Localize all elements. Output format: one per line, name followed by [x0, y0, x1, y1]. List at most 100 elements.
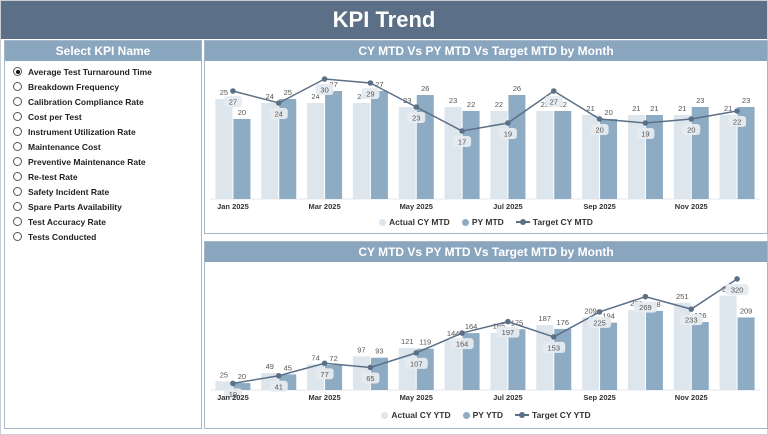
- target-point: [459, 128, 465, 134]
- radio-icon[interactable]: [13, 112, 22, 121]
- kpi-option[interactable]: Re-test Rate: [13, 169, 201, 184]
- radio-icon[interactable]: [13, 157, 22, 166]
- legend-swatch: [379, 218, 387, 226]
- x-tick-label: Nov 2025: [675, 393, 708, 402]
- x-tick-label: Sep 2025: [583, 202, 616, 211]
- data-label-target: 22: [733, 118, 741, 127]
- target-point: [321, 76, 328, 82]
- kpi-option-label: Average Test Turnaround Time: [28, 66, 152, 77]
- target-point: [596, 116, 603, 122]
- data-label-target: 41: [275, 382, 283, 391]
- bar-py: [600, 322, 618, 390]
- target-label-bg: [269, 108, 288, 119]
- bar-actual: [673, 115, 691, 199]
- data-label-target: 225: [593, 318, 606, 327]
- kpi-option[interactable]: Test Accuracy Rate: [13, 214, 201, 229]
- target-label-bg: [590, 124, 609, 135]
- target-point: [642, 120, 649, 126]
- kpi-list: Average Test Turnaround Time Breakdown Fr…: [5, 61, 201, 244]
- target-line: [232, 78, 738, 132]
- legend-label: Actual CY YTD: [391, 410, 451, 420]
- data-label-py: 45: [284, 363, 292, 372]
- ytd-chart-title: CY MTD Vs PY MTD Vs Target MTD by Month: [205, 242, 767, 262]
- target-label-bg: [633, 301, 657, 313]
- bar-py: [554, 111, 572, 199]
- target-point: [688, 116, 695, 122]
- target-point: [230, 380, 236, 387]
- kpi-option[interactable]: Spare Parts Availability: [13, 199, 201, 214]
- kpi-option-label: Calibration Compliance Rate: [28, 96, 144, 107]
- legend-target-cy-ytd: Target CY YTD: [515, 410, 591, 420]
- kpi-option[interactable]: Tests Conducted: [13, 229, 201, 244]
- kpi-option-label: Tests Conducted: [28, 231, 97, 242]
- bar-py: [691, 321, 709, 390]
- data-label-py: 27: [329, 80, 337, 89]
- data-label-py: 20: [604, 108, 612, 117]
- data-label-target: 153: [547, 343, 560, 352]
- kpi-option[interactable]: Instrument Utilization Rate: [13, 124, 201, 139]
- radio-icon[interactable]: [13, 202, 22, 211]
- data-label-target: 65: [366, 374, 374, 383]
- kpi-option[interactable]: Average Test Turnaround Time: [13, 64, 201, 79]
- legend-label: Target CY YTD: [532, 410, 591, 420]
- x-tick-label: Mar 2025: [309, 202, 341, 211]
- kpi-option[interactable]: Preventive Maintenance Rate: [13, 154, 201, 169]
- data-label-target: 27: [550, 98, 558, 107]
- radio-icon[interactable]: [13, 82, 22, 91]
- mtd-legend: Actual CY MTD PY MTD Target CY MTD: [205, 217, 767, 227]
- radio-icon[interactable]: [13, 97, 22, 106]
- radio-icon[interactable]: [13, 232, 22, 241]
- kpi-option-label: Maintenance Cost: [28, 141, 101, 152]
- bar-actual: [536, 325, 554, 390]
- kpi-option[interactable]: Maintenance Cost: [13, 139, 201, 154]
- target-label-bg: [315, 368, 334, 380]
- legend-swatch: [381, 411, 389, 419]
- legend-label: PY MTD: [471, 217, 504, 227]
- bar-actual: [627, 310, 645, 390]
- kpi-option-label: Test Accuracy Rate: [28, 216, 106, 227]
- kpi-option[interactable]: Safety Incident Rate: [13, 184, 201, 199]
- data-label-py: 23: [742, 96, 750, 105]
- radio-icon[interactable]: [13, 127, 22, 136]
- target-point: [688, 306, 695, 312]
- kpi-option[interactable]: Cost per Test: [13, 109, 201, 124]
- target-label-bg: [544, 96, 563, 107]
- ytd-chart-panel: CY MTD Vs PY MTD Vs Target MTD by Month …: [204, 241, 768, 429]
- bar-py: [508, 329, 526, 390]
- bar-py: [370, 91, 388, 199]
- legend-swatch: [462, 411, 470, 419]
- bar-actual: [490, 332, 508, 390]
- radio-icon[interactable]: [13, 172, 22, 181]
- bar-py: [325, 91, 343, 199]
- bar-actual: [582, 317, 600, 390]
- kpi-selector-panel: Select KPI Name Average Test Turnaround …: [4, 40, 202, 429]
- kpi-option-label: Instrument Utilization Rate: [28, 126, 136, 137]
- kpi-option[interactable]: Calibration Compliance Rate: [13, 94, 201, 109]
- target-label-bg: [269, 380, 288, 392]
- x-tick-label: Sep 2025: [583, 393, 616, 402]
- kpi-option-label: Breakdown Frequency: [28, 81, 120, 92]
- target-label-bg: [361, 88, 380, 99]
- data-label-target: 19: [504, 130, 512, 139]
- radio-icon[interactable]: [13, 217, 22, 226]
- data-label-py: 23: [696, 96, 704, 105]
- bar-actual: [215, 99, 233, 199]
- kpi-option[interactable]: Breakdown Frequency: [13, 79, 201, 94]
- data-label-target: 27: [229, 98, 237, 107]
- target-point: [275, 372, 282, 379]
- kpi-selector-header: Select KPI Name: [5, 41, 201, 61]
- radio-icon[interactable]: [13, 187, 22, 196]
- bar-actual: [627, 115, 645, 199]
- target-line: [232, 278, 738, 385]
- radio-icon[interactable]: [13, 142, 22, 151]
- radio-icon[interactable]: [13, 67, 22, 76]
- data-label-py: 25: [284, 88, 292, 97]
- mtd-chart-title: CY MTD Vs PY MTD Vs Target MTD by Month: [205, 41, 767, 61]
- target-point: [367, 80, 374, 86]
- data-label-target: 233: [685, 316, 698, 325]
- target-point: [734, 108, 740, 114]
- data-label-py: 194: [602, 312, 615, 321]
- bar-actual: [719, 115, 737, 199]
- bar-py: [737, 107, 755, 199]
- target-label-bg: [223, 96, 242, 107]
